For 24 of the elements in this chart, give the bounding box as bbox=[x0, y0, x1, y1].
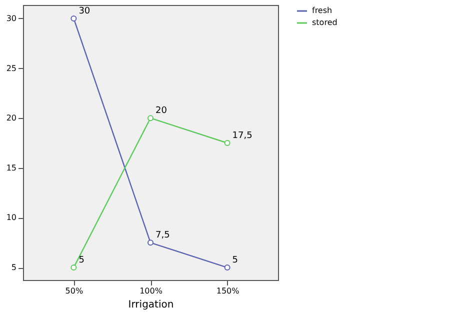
y-tick-label: 20 bbox=[6, 114, 16, 123]
legend-label: stored bbox=[312, 18, 338, 27]
data-label: 5 bbox=[232, 256, 238, 266]
x-tick-label: 150% bbox=[216, 286, 240, 296]
y-tick-label: 15 bbox=[6, 163, 16, 172]
x-axis-title: Irrigation bbox=[128, 300, 174, 310]
data-label: 7,5 bbox=[156, 230, 170, 241]
legend-label: fresh bbox=[312, 6, 332, 15]
y-tick-label: 10 bbox=[6, 213, 16, 222]
y-tick-label: 5 bbox=[11, 263, 16, 272]
point bbox=[70, 15, 77, 22]
x-tick-label: 50% bbox=[65, 286, 84, 296]
point bbox=[224, 140, 230, 146]
point bbox=[70, 264, 77, 271]
data-label: 5 bbox=[78, 256, 84, 266]
data-label: 30 bbox=[78, 6, 90, 16]
y-tick-label: 25 bbox=[6, 64, 16, 73]
y-tick-label: 30 bbox=[6, 14, 16, 23]
x-tick-label: 100% bbox=[140, 286, 163, 296]
point bbox=[224, 264, 230, 271]
point bbox=[148, 115, 154, 122]
data-label: 20 bbox=[156, 106, 168, 116]
point bbox=[148, 240, 154, 246]
data-label: 17,5 bbox=[232, 131, 252, 141]
